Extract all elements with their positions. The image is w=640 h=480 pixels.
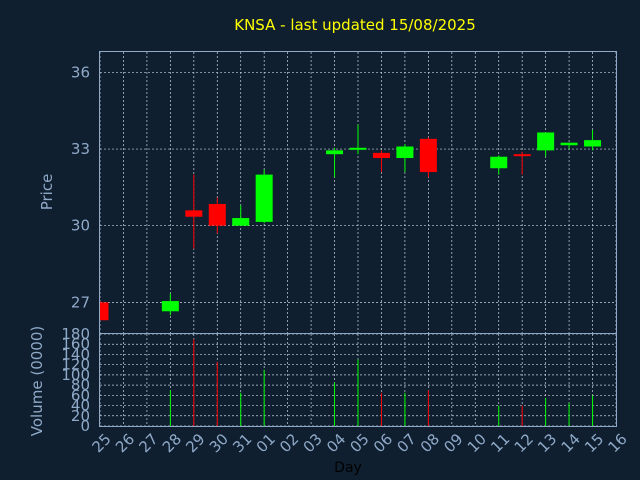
x-axis-label: Day xyxy=(334,460,362,476)
candle-body xyxy=(326,150,344,155)
x-tick-label: 04 xyxy=(323,430,349,456)
candle-body xyxy=(419,138,437,173)
price-tick-label: 30 xyxy=(71,217,90,235)
x-tick-label: 13 xyxy=(534,430,560,456)
price-candles xyxy=(99,124,602,321)
volume-tick-label: 80 xyxy=(71,376,90,394)
candle-body xyxy=(560,142,578,146)
price-axis-label: Price xyxy=(38,174,56,211)
x-tick-label: 26 xyxy=(112,430,138,456)
volume-tick-label: 120 xyxy=(61,356,90,374)
x-tick-label: 30 xyxy=(206,430,232,456)
price-y-ticks: 27 30 33 36 xyxy=(71,63,90,311)
x-tick-label: 15 xyxy=(581,430,607,456)
candle-body xyxy=(255,174,273,222)
price-tick-label: 33 xyxy=(71,140,90,158)
volume-tick-label: 0 xyxy=(80,417,90,435)
candle-body xyxy=(185,210,203,217)
x-axis-ticks: 2526272829303101020304050607080910111213… xyxy=(89,430,631,456)
candle-body xyxy=(372,152,390,159)
volume-tick-label: 100 xyxy=(61,366,90,384)
candle-body xyxy=(232,218,250,226)
x-tick-label: 05 xyxy=(347,430,373,456)
x-tick-label: 25 xyxy=(89,430,115,456)
chart-title: KNSA - last updated 15/08/2025 xyxy=(234,16,476,34)
candle-body xyxy=(100,302,109,321)
candle-body xyxy=(513,154,531,157)
candle-body xyxy=(208,203,226,226)
x-tick-label: 14 xyxy=(558,430,584,456)
volume-tick-label: 40 xyxy=(71,397,90,415)
candle-body xyxy=(349,147,367,150)
x-tick-label: 07 xyxy=(393,430,419,456)
x-tick-label: 09 xyxy=(440,430,466,456)
x-tick-label: 06 xyxy=(370,430,396,456)
volume-bars xyxy=(169,339,594,426)
candle-body xyxy=(161,301,179,312)
x-tick-label: 16 xyxy=(605,430,631,456)
x-tick-label: 11 xyxy=(487,430,513,456)
x-tick-label: 01 xyxy=(253,430,279,456)
x-tick-label: 29 xyxy=(182,430,208,456)
volume-axis-label: Volume (0000) xyxy=(28,326,46,436)
x-tick-label: 27 xyxy=(135,430,161,456)
volume-plot-frame xyxy=(99,333,617,427)
candle-body xyxy=(537,132,555,151)
candle-body xyxy=(490,156,508,169)
candle-body xyxy=(584,140,602,147)
x-tick-label: 02 xyxy=(276,430,302,456)
volume-tick-label: 180 xyxy=(61,325,90,343)
x-tick-label: 31 xyxy=(229,430,255,456)
x-tick-label: 08 xyxy=(417,430,443,456)
price-grid xyxy=(99,52,617,333)
price-tick-label: 36 xyxy=(71,63,90,81)
candle-body xyxy=(396,146,414,159)
volume-tick-label: 60 xyxy=(71,386,90,404)
volume-tick-label: 140 xyxy=(61,345,90,363)
volume-tick-label: 160 xyxy=(61,335,90,353)
x-tick-label: 10 xyxy=(464,430,490,456)
x-tick-label: 12 xyxy=(511,430,537,456)
volume-tick-label: 20 xyxy=(71,407,90,425)
price-tick-label: 27 xyxy=(71,293,90,311)
x-tick-label: 28 xyxy=(159,430,185,456)
x-tick-label: 03 xyxy=(300,430,326,456)
